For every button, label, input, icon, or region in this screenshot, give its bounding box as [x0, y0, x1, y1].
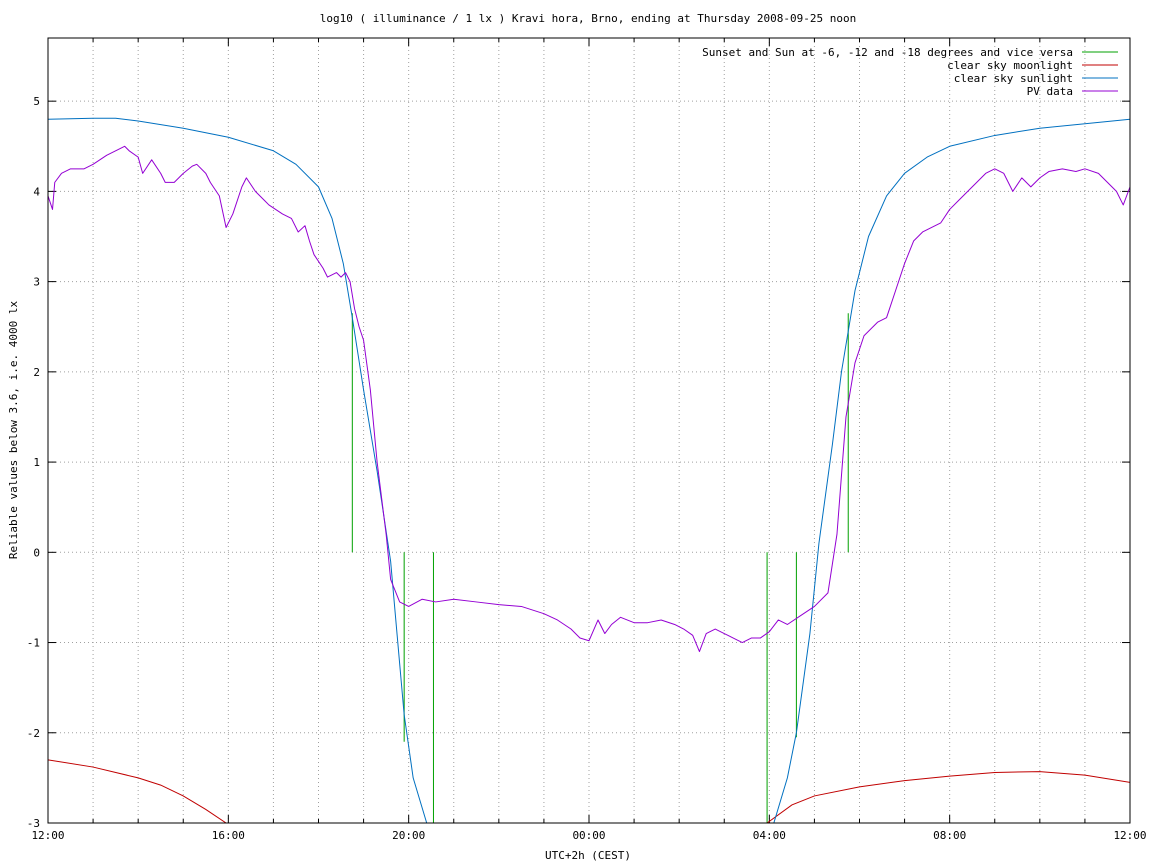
series-1 [48, 759, 1130, 823]
x-tick-label: 00:00 [572, 829, 605, 842]
legend-label: clear sky sunlight [954, 72, 1073, 85]
series-3 [48, 145, 1130, 653]
moonlight-curve [48, 759, 227, 823]
legend-label: clear sky moonlight [947, 59, 1073, 72]
x-tick-label: 16:00 [212, 829, 245, 842]
grid [48, 38, 1130, 823]
y-axis-label: Reliable values below 3.6, i.e. 4000 lx [7, 300, 20, 559]
chart-title: log10 ( illuminance / 1 lx ) Kravi hora,… [320, 12, 856, 25]
x-tick-label: 20:00 [392, 829, 425, 842]
series-2 [48, 117, 1130, 823]
x-tick-labels: 12:00 16:00 20:00 00:00 04:00 08:00 12:00 [31, 829, 1146, 842]
y-tick-label: -2 [27, 727, 40, 740]
y-tick-label: 0 [33, 546, 40, 559]
legend-label: PV data [1027, 85, 1073, 98]
y-tick-label: -3 [27, 817, 40, 830]
legend: Sunset and Sun at -6, -12 and -18 degree… [702, 46, 1118, 98]
moonlight-curve [766, 771, 1130, 823]
y-tick-label: 4 [33, 185, 40, 198]
y-tick-label: 5 [33, 95, 40, 108]
y-tick-label: 2 [33, 366, 40, 379]
x-tick-label: 12:00 [1113, 829, 1146, 842]
y-tick-labels: -3 -2 -1 0 1 2 3 4 5 [27, 95, 41, 830]
y-tick-label: 3 [33, 276, 40, 289]
plot-frame [47, 37, 1131, 824]
x-axis-label: UTC+2h (CEST) [545, 849, 631, 862]
x-tick-label: 12:00 [31, 829, 64, 842]
legend-label: Sunset and Sun at -6, -12 and -18 degree… [702, 46, 1073, 59]
y-tick-label: -1 [27, 637, 40, 650]
sunlight-curve [48, 117, 1130, 823]
x-tick-label: 04:00 [753, 829, 786, 842]
x-tick-label: 08:00 [933, 829, 966, 842]
series-0 [351, 313, 849, 823]
series-layer [48, 117, 1130, 823]
pv-data-curve [48, 145, 1130, 653]
y-tick-label: 1 [33, 456, 40, 469]
